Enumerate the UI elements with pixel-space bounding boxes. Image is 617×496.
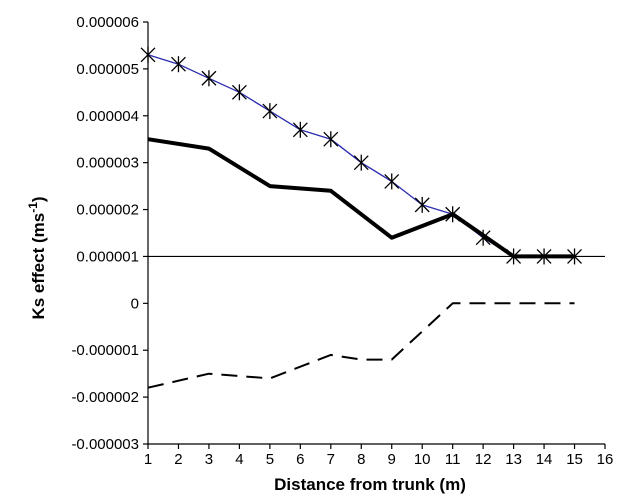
y-tick-label: 0.000002: [76, 202, 139, 219]
y-tick-label: -0.000003: [71, 436, 139, 453]
x-axis-title: Distance from trunk (m): [274, 475, 466, 494]
tick-labels: -0.000003 -0.000002 -0.000001 0 0.000001 0.00…: [71, 14, 613, 468]
series-1-point: [292, 121, 308, 138]
y-tick-label: -0.000002: [71, 389, 139, 406]
x-tick-label: 13: [505, 451, 522, 468]
series-3-line: [147, 302, 575, 389]
series-1-point: [353, 154, 369, 171]
x-tick-label: 15: [566, 451, 583, 468]
y-tick-label: 0: [131, 295, 139, 312]
y-axis-title-main: Ks effect (ms: [29, 213, 48, 320]
y-tick-label: 0.000003: [76, 155, 139, 172]
x-tick-label: 1: [144, 451, 152, 468]
x-tick-label: 7: [327, 451, 335, 468]
x-tick-label: 3: [205, 451, 213, 468]
x-tick-label: 11: [445, 451, 461, 468]
x-tick-label: 10: [414, 451, 431, 468]
series-1-point: [140, 46, 156, 63]
x-tick-label: 5: [266, 451, 274, 468]
y-axis-title: Ks effect (ms-1): [26, 196, 48, 319]
y-axis-title-suffix: ): [29, 196, 48, 202]
series-layer: [140, 46, 582, 389]
series-1-point: [231, 84, 247, 101]
y-tick-label: 0.000004: [76, 108, 139, 125]
x-tick-label: 8: [357, 451, 365, 468]
series-2-line: [147, 137, 575, 259]
y-tick-label: 0.000005: [76, 61, 139, 78]
x-tick-label: 6: [296, 451, 304, 468]
x-tick-label: 9: [388, 451, 396, 468]
x-tick-label: 4: [235, 451, 243, 468]
series-1-point: [384, 173, 400, 190]
y-tick-label: 0.000001: [76, 248, 139, 265]
series-1-point: [567, 248, 582, 265]
x-tick-label: 2: [174, 451, 182, 468]
y-tick-label: -0.000001: [71, 342, 139, 359]
axes: [143, 21, 606, 449]
y-axis-title-superscript: -1: [26, 202, 40, 213]
x-tick-label: 14: [536, 451, 553, 468]
x-tick-label: 16: [597, 451, 614, 468]
series-1-point: [171, 56, 186, 73]
y-tick-label: 0.000006: [76, 14, 139, 31]
series-1-point: [201, 70, 217, 87]
series-1-point: [414, 196, 430, 213]
series-1-point: [262, 103, 278, 120]
series-1-point: [323, 131, 339, 148]
x-tick-label: 12: [475, 451, 492, 468]
